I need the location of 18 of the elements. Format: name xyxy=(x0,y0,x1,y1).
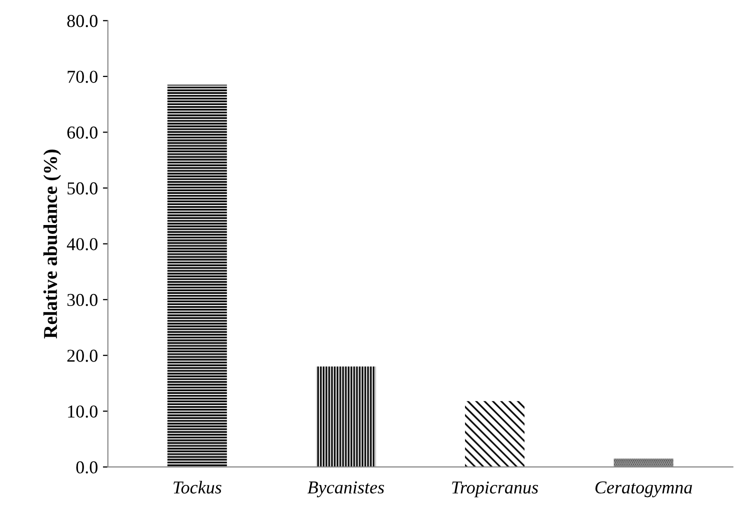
y-tick-label: 60.0 xyxy=(67,126,98,139)
bar xyxy=(465,401,525,467)
y-tick-label: 0.0 xyxy=(76,461,98,474)
y-tick-label: 50.0 xyxy=(68,182,98,195)
bar xyxy=(614,458,674,467)
y-tick-label: 20.0 xyxy=(67,350,98,362)
y-tick-label: 40.0 xyxy=(66,238,98,250)
y-tick-label: 70.0 xyxy=(68,70,98,83)
bar xyxy=(316,366,376,467)
y-tick-label: 80.0 xyxy=(67,14,98,28)
y-axis-title: Relative abudance (%) xyxy=(43,150,62,339)
y-tick-label: 30.0 xyxy=(67,294,98,306)
bar xyxy=(167,84,227,467)
x-tick-label: Tockus xyxy=(174,480,222,494)
x-tick-label: Bycanistes xyxy=(308,481,384,498)
x-tick-label: Tropicranus xyxy=(452,481,538,498)
y-tick-label: 10.0 xyxy=(68,405,98,418)
x-tick-label: Ceratogymna xyxy=(595,481,692,498)
